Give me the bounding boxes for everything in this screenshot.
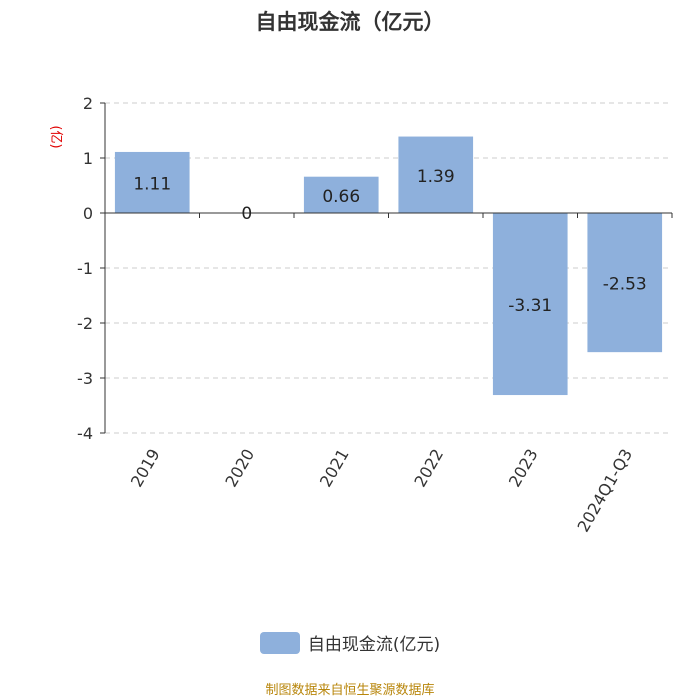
x-tick-label: 2020 xyxy=(221,446,258,491)
source-footer: 制图数据来自恒生聚源数据库 xyxy=(265,683,435,698)
y-tick-label: 0 xyxy=(83,204,93,223)
bar xyxy=(492,213,568,396)
y-tick-label: -1 xyxy=(77,259,93,278)
data-label: -2.53 xyxy=(603,275,647,295)
data-label: -3.31 xyxy=(508,296,552,316)
legend-swatch xyxy=(259,631,300,654)
y-tick-label: 1 xyxy=(83,149,93,168)
x-tick-label: 2019 xyxy=(127,446,164,491)
bar xyxy=(587,213,663,353)
chart-plot: 2 1 0 -1 -2 -3 -4 (亿) 1.11 0 0.66 1.39 -3.31 -2.53 201… xyxy=(48,94,673,536)
x-tick-label: 2022 xyxy=(410,446,447,491)
data-label: 0.66 xyxy=(322,187,360,207)
data-label: 1.11 xyxy=(133,174,171,194)
bar xyxy=(303,176,379,213)
chart-title: 自由现金流（亿元） xyxy=(255,10,445,34)
x-tick-label: 2021 xyxy=(316,446,353,491)
y-axis-label: (亿) xyxy=(48,125,63,148)
y-tick-label: -3 xyxy=(77,369,93,388)
x-tick-label: 2023 xyxy=(505,446,542,491)
bar xyxy=(398,136,474,213)
x-tick-label: 2024Q1-Q3 xyxy=(573,446,636,536)
legend[interactable]: 自由现金流(亿元) xyxy=(0,630,700,655)
data-label: 0 xyxy=(241,204,252,224)
y-tick-label: 2 xyxy=(83,94,93,113)
y-tick-label: -2 xyxy=(77,314,93,333)
y-tick-label: -4 xyxy=(77,424,93,443)
data-label: 1.39 xyxy=(417,167,455,187)
legend-label: 自由现金流(亿元) xyxy=(307,635,441,655)
bar xyxy=(114,151,190,213)
